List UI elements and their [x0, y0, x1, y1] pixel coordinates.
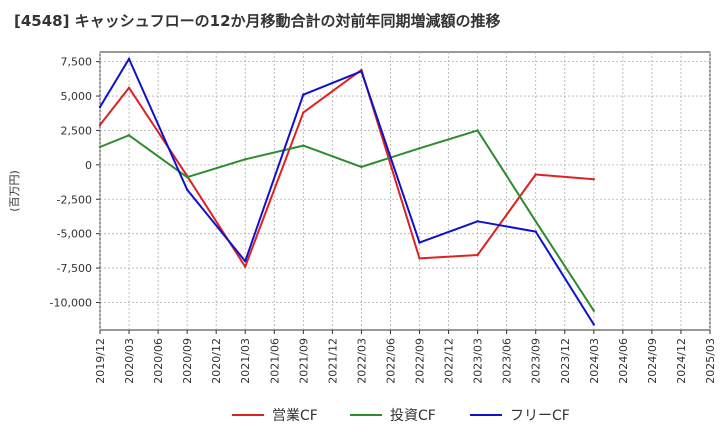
x-tick-label: 2023/03 — [472, 338, 485, 384]
data-point — [534, 220, 537, 223]
data-point — [418, 241, 421, 244]
data-point — [534, 173, 537, 176]
y-tick-label: -7,500 — [57, 262, 92, 275]
data-point — [302, 93, 305, 96]
data-point — [592, 309, 596, 312]
data-point — [127, 86, 131, 89]
x-tick-label: 2024/12 — [675, 338, 688, 384]
data-point — [592, 323, 596, 326]
x-tick-label: 2021/09 — [297, 338, 310, 384]
data-point — [360, 165, 363, 169]
x-tick-label: 2022/12 — [443, 338, 456, 384]
y-tick-label: 0 — [85, 159, 92, 172]
data-point — [244, 265, 247, 268]
data-point — [185, 188, 189, 191]
legend-label: 営業CF — [272, 408, 318, 424]
x-tick-label: 2022/03 — [355, 338, 368, 384]
series-line-フリーCF — [99, 57, 595, 326]
x-tick-label: 2025/03 — [704, 338, 717, 384]
x-tick-label: 2023/06 — [501, 338, 514, 384]
x-tick-label: 2021/06 — [268, 338, 281, 384]
x-tick-label: 2024/03 — [588, 338, 601, 384]
x-tick-label: 2022/06 — [384, 338, 397, 384]
y-tick-label: 2,500 — [61, 124, 93, 137]
x-tick-label: 2019/12 — [94, 338, 107, 384]
data-point — [127, 134, 131, 137]
data-point — [360, 70, 363, 73]
series-line-営業CF — [99, 68, 594, 268]
y-tick-label: 5,000 — [61, 90, 93, 103]
x-tick-label: 2020/12 — [210, 338, 223, 384]
x-tick-label: 2021/03 — [239, 338, 252, 384]
data-point — [244, 259, 247, 263]
x-tick-label: 2023/09 — [530, 338, 543, 384]
x-tick-label: 2024/09 — [646, 338, 659, 384]
x-tick-label: 2020/03 — [123, 338, 136, 384]
data-point — [476, 129, 479, 132]
data-point — [98, 145, 102, 149]
data-point — [476, 253, 479, 257]
x-tick-label: 2023/12 — [559, 338, 572, 384]
x-tick-label: 2022/09 — [414, 338, 427, 384]
plot-frame — [99, 51, 711, 331]
data-point — [244, 158, 247, 161]
data-point — [98, 123, 102, 127]
data-point — [592, 178, 596, 181]
data-point — [302, 111, 305, 114]
data-point — [418, 147, 421, 150]
legend-label: 投資CF — [390, 408, 436, 424]
y-axis-label: (百万円) — [8, 170, 21, 212]
x-tick-label: 2024/06 — [617, 338, 630, 384]
y-tick-label: 7,500 — [61, 56, 93, 69]
y-tick-label: -10,000 — [50, 296, 92, 309]
y-tick-label: -5,000 — [57, 228, 92, 241]
x-tick-label: 2020/09 — [181, 338, 194, 384]
data-point — [98, 105, 102, 109]
x-tick-label: 2020/06 — [152, 338, 165, 384]
data-point — [476, 220, 479, 223]
series-line-投資CF — [99, 129, 595, 312]
x-tick-label: 2021/12 — [326, 338, 339, 384]
data-point — [418, 257, 421, 260]
y-tick-label: -2,500 — [57, 193, 92, 206]
legend-label: フリーCF — [510, 408, 570, 424]
chart-title: [4548] キャッシュフローの12か月移動合計の対前年同期増減額の推移 — [14, 12, 501, 30]
data-point — [185, 176, 189, 179]
data-point — [534, 230, 537, 233]
data-point — [302, 144, 305, 147]
data-point — [127, 57, 131, 61]
